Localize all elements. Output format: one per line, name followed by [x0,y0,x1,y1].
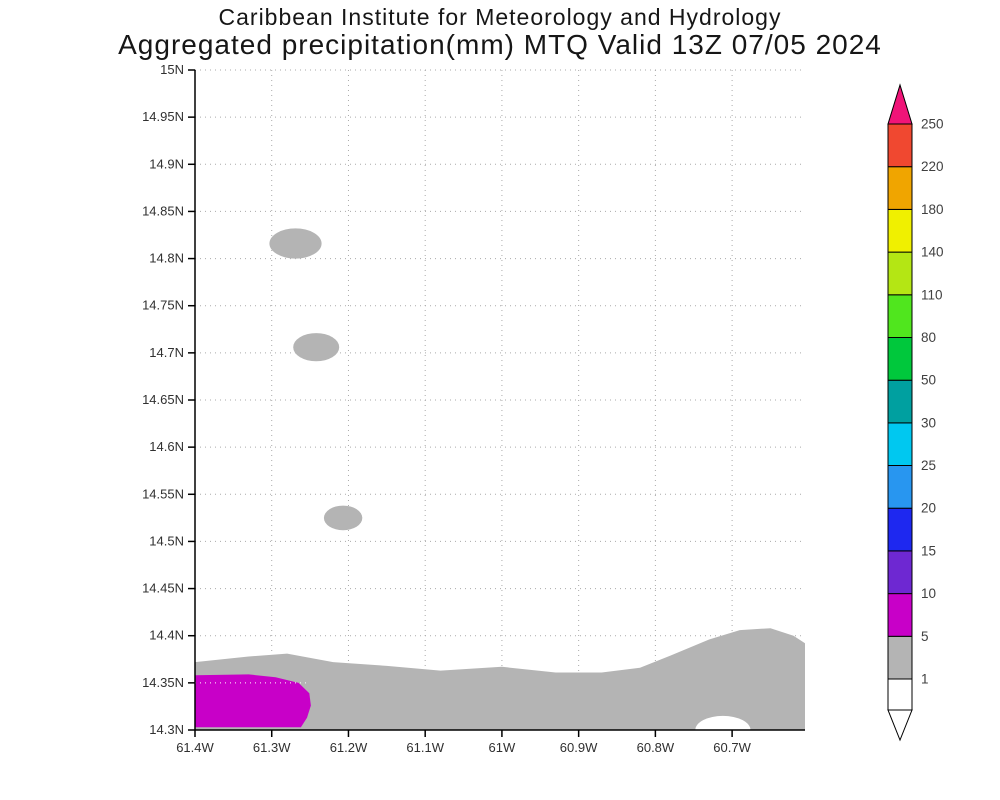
precip-area-5-10mm [195,674,311,728]
precip-shaded-areas [195,228,805,730]
colorbar-label: 30 [921,415,936,430]
x-tick-label: 60.7W [713,740,751,755]
colorbar-label: 80 [921,330,936,345]
chart-titles: Caribbean Institute for Meteorology and … [0,4,1000,60]
colorbar-segment [887,465,913,509]
colorbar-segment [887,422,913,466]
grid-lines [194,69,805,731]
colorbar-segment [887,166,913,210]
colorbar-segment [887,550,913,595]
colorbar-segment [887,593,913,637]
x-tick-label: 60.8W [637,740,675,755]
chart-title-main: Aggregated precipitation(mm) MTQ Valid 1… [118,29,882,60]
colorbar-segment [887,251,913,296]
y-tick-label: 14.45N [142,581,184,596]
x-tick-label: 61.3W [253,740,291,755]
colorbar-under-arrow [887,709,913,742]
colorbar-label: 25 [921,458,936,473]
colorbar-segment [887,123,913,168]
colorbar-label: 20 [921,501,936,516]
y-tick-label: 14.75N [142,298,184,313]
y-tick-label: 14.65N [142,392,184,407]
y-tick-label: 14.35N [142,675,184,690]
precip-area-1-5mm [195,628,805,730]
y-tick-label: 14.8N [149,251,184,266]
y-tick-label: 14.3N [149,722,184,737]
chart-title-institution: Caribbean Institute for Meteorology and … [218,4,782,30]
colorbar-segment [887,635,913,680]
precip-area-1-5mm [269,228,322,259]
colorbar-label: 220 [921,159,944,174]
y-tick-label: 14.4N [149,628,184,643]
colorbar-label: 10 [921,586,936,601]
precip-area-1-5mm [323,505,363,531]
colorbar-label: 250 [921,117,944,132]
colorbar-segment [887,294,913,338]
y-axis-labels: 15N 14.95N 14.9N 14.85N 14.8N 14.75N 14.7N 14.6… [142,62,184,737]
colorbar-segment [887,208,913,253]
colorbar-label: 140 [921,245,944,260]
x-tick-label: 61.1W [406,740,444,755]
x-axis-labels: 61.4W 61.3W 61.2W 61.1W 61W 60.9W 60.8W 60.7W [176,740,751,755]
x-tick-label: 60.9W [560,740,598,755]
colorbar-segment [887,337,913,381]
colorbar-label: 50 [921,373,936,388]
colorbar-label: 180 [921,202,944,217]
colorbar-segment [887,379,913,424]
colorbar [887,83,913,742]
precip-area-0mm [695,715,751,730]
x-tick-label: 61.4W [176,740,214,755]
precip-area-1-5mm [293,333,340,362]
colorbar-label: 1 [921,672,929,687]
colorbar-label: 15 [921,543,936,558]
y-tick-label: 14.5N [149,533,184,548]
y-tick-label: 14.55N [142,486,184,501]
y-tick-label: 14.6N [149,439,184,454]
colorbar-segment [887,507,913,552]
y-tick-label: 14.9N [149,156,184,171]
axes [188,69,805,737]
y-tick-label: 14.85N [142,203,184,218]
x-tick-label: 61W [489,740,516,755]
colorbar-label: 110 [921,287,943,302]
colorbar-label: 5 [921,629,929,644]
y-tick-label: 15N [160,62,184,77]
colorbar-under-segment [887,678,913,711]
y-tick-label: 14.7N [149,345,184,360]
y-tick-label: 14.95N [142,109,184,124]
colorbar-over-arrow [887,83,913,125]
x-tick-label: 61.2W [330,740,368,755]
